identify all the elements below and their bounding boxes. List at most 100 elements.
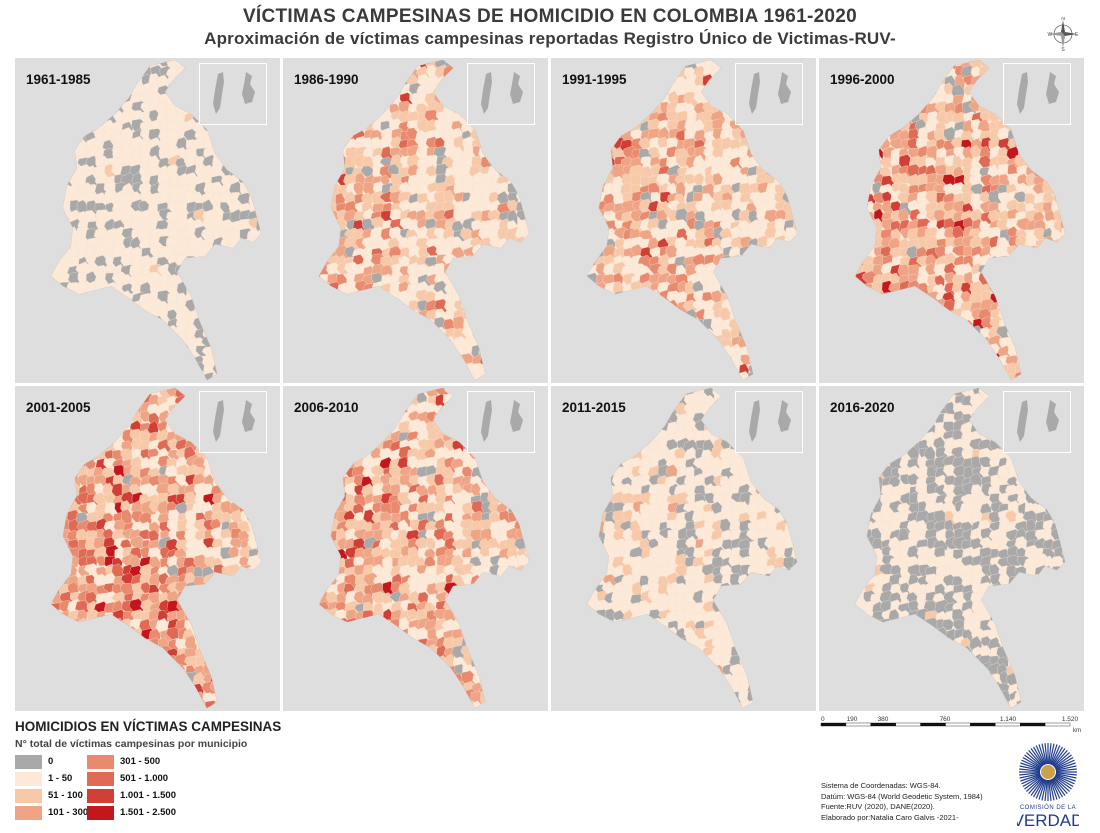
municipality: [265, 255, 275, 270]
municipality: [747, 246, 760, 260]
municipality: [569, 265, 585, 276]
municipality: [75, 439, 92, 452]
municipality: [1077, 165, 1084, 178]
municipality: [602, 316, 619, 332]
municipality: [230, 456, 243, 470]
municipality: [174, 354, 187, 369]
municipality: [593, 174, 607, 188]
municipality: [1071, 256, 1083, 268]
municipality: [122, 73, 134, 88]
municipality: [229, 361, 241, 377]
municipality: [812, 173, 816, 186]
colombia-map: [283, 59, 549, 383]
municipality: [69, 119, 82, 131]
municipality: [783, 262, 794, 280]
municipality: [535, 103, 549, 119]
municipality: [631, 325, 644, 339]
municipality: [104, 364, 119, 380]
municipality: [917, 310, 935, 325]
municipality: [855, 254, 857, 270]
municipality: [372, 326, 388, 341]
municipality: [898, 101, 911, 118]
municipality: [819, 364, 834, 380]
municipality: [978, 351, 993, 365]
municipality: [809, 273, 816, 289]
municipality: [23, 328, 33, 339]
municipality: [51, 315, 62, 334]
islands-inset: [735, 63, 803, 125]
municipality: [51, 439, 57, 451]
municipality: [656, 60, 669, 67]
municipality: [24, 275, 38, 290]
municipality: [15, 93, 27, 107]
municipality: [1014, 280, 1031, 300]
municipality: [551, 139, 561, 150]
municipality: [51, 457, 56, 471]
municipality: [524, 335, 529, 352]
municipality: [51, 455, 60, 471]
municipality: [176, 420, 187, 437]
municipality: [543, 200, 549, 212]
municipality: [883, 299, 894, 313]
municipality: [559, 346, 573, 359]
municipality: [525, 190, 529, 205]
municipality: [276, 485, 281, 501]
municipality: [593, 103, 608, 115]
municipality: [872, 381, 888, 383]
municipality: [219, 362, 231, 375]
municipality: [764, 361, 777, 377]
municipality: [397, 317, 410, 334]
municipality: [888, 326, 900, 339]
municipality: [804, 272, 814, 285]
municipality: [276, 291, 280, 307]
municipality: [811, 247, 816, 264]
municipality: [826, 219, 839, 235]
municipality: [915, 371, 931, 380]
municipality: [545, 271, 548, 283]
municipality: [51, 447, 56, 466]
municipality: [256, 300, 261, 318]
municipality: [319, 300, 320, 312]
municipality: [836, 58, 849, 72]
municipality: [51, 300, 58, 314]
municipality: [283, 103, 296, 118]
municipality: [684, 369, 697, 380]
municipality: [639, 92, 656, 107]
municipality: [944, 372, 959, 380]
municipality: [59, 85, 74, 99]
municipality: [15, 447, 31, 464]
municipality: [111, 308, 127, 321]
municipality: [961, 355, 976, 368]
municipality: [757, 381, 768, 383]
municipality: [942, 353, 957, 367]
municipality: [299, 326, 314, 337]
municipality: [944, 335, 954, 351]
municipality: [51, 378, 65, 380]
municipality: [505, 316, 519, 329]
municipality: [479, 319, 493, 331]
municipality: [863, 372, 878, 380]
municipality: [534, 382, 548, 383]
municipality: [51, 439, 62, 453]
municipality: [1033, 244, 1050, 258]
municipality: [1043, 264, 1060, 279]
municipality: [701, 343, 715, 358]
municipality: [130, 336, 147, 348]
municipality: [60, 381, 72, 384]
municipality: [276, 146, 280, 159]
municipality: [498, 271, 510, 286]
municipality: [587, 102, 599, 117]
municipality: [870, 343, 888, 357]
municipality: [22, 504, 35, 516]
municipality: [794, 228, 797, 242]
municipality: [603, 343, 616, 356]
municipality: [525, 362, 529, 379]
municipality: [183, 411, 199, 422]
municipality: [461, 273, 479, 288]
islands-inset: [1003, 63, 1071, 125]
municipality: [291, 310, 303, 324]
municipality: [819, 129, 833, 142]
municipality: [1053, 308, 1065, 321]
municipality: [407, 317, 421, 331]
municipality: [15, 236, 25, 250]
